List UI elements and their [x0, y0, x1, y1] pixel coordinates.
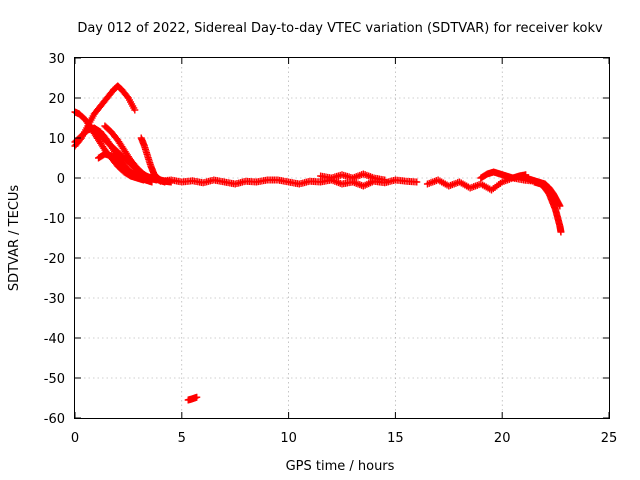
data-series-track-14 [184, 393, 201, 404]
x-tick-label: 15 [387, 431, 404, 446]
data-point [381, 176, 389, 184]
x-tick-label: 5 [178, 431, 186, 446]
y-tick-label: -60 [44, 412, 65, 427]
y-tick-label: -40 [44, 332, 65, 347]
x-tick-label: 10 [280, 431, 297, 446]
chart-title: Day 012 of 2022, Sidereal Day-to-day VTE… [77, 21, 603, 36]
y-tick-label: 30 [48, 52, 65, 67]
data-point [131, 106, 139, 114]
x-axis-label: GPS time / hours [286, 459, 395, 474]
y-tick-label: 20 [48, 92, 65, 107]
y-axis-label: SDTVAR / TECUs [7, 185, 22, 292]
data-point [193, 393, 201, 401]
data-point [557, 228, 565, 236]
x-tick-label: 20 [494, 431, 511, 446]
y-tick-label: -10 [44, 212, 65, 227]
y-tick-label: 10 [48, 132, 65, 147]
tick-layer [74, 57, 610, 419]
y-tick-label: 0 [57, 172, 65, 187]
data-series-track-8 [156, 176, 421, 190]
data-series-track-13 [530, 178, 565, 236]
plot-frame [74, 57, 610, 419]
data-series-track-9 [317, 170, 389, 184]
x-tick-label: 25 [601, 431, 618, 446]
y-tick-label: -30 [44, 292, 65, 307]
y-tick-label: -20 [44, 252, 65, 267]
y-tick-label: -50 [44, 372, 65, 387]
x-tick-label: 0 [71, 431, 79, 446]
data-point [556, 202, 564, 210]
data-point [413, 178, 421, 186]
tick-label-layer: 0 5 10 15 20 25 30 20 10 0 -10 -20 -30 -40 -50 -60 [44, 52, 618, 446]
data-layer [71, 82, 565, 404]
